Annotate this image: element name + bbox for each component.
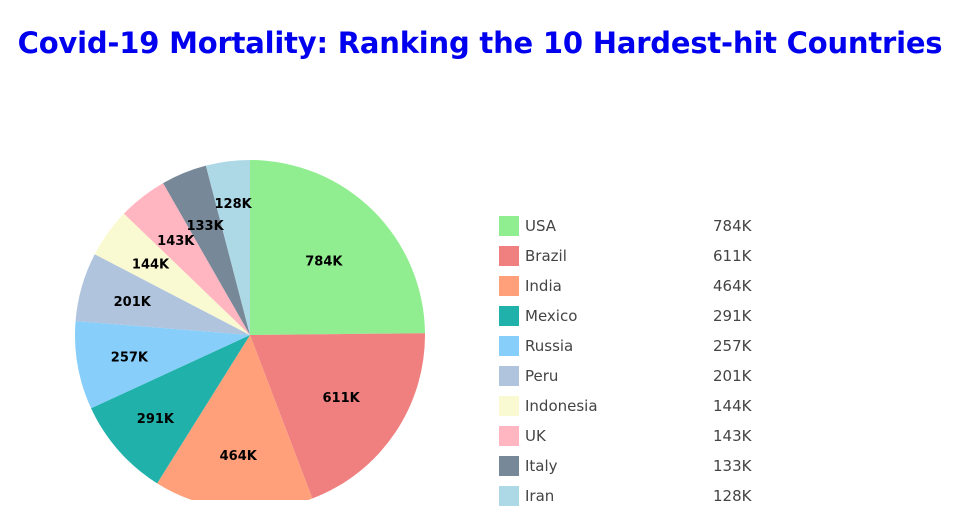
slice-label-italy: 133K bbox=[186, 219, 224, 234]
legend-swatch bbox=[499, 366, 519, 386]
pie-slice-indonesia[interactable] bbox=[94, 213, 250, 335]
slice-label-russia: 257K bbox=[111, 350, 149, 365]
legend-label: Brazil bbox=[525, 247, 567, 265]
legend-item-peru[interactable]: Peru 201K bbox=[499, 364, 759, 394]
slice-label-mexico: 291K bbox=[137, 412, 175, 427]
legend-item-indonesia[interactable]: Indonesia 144K bbox=[499, 394, 759, 424]
chart-title: Covid-19 Mortality: Ranking the 10 Harde… bbox=[17, 26, 943, 60]
legend-swatch bbox=[499, 486, 519, 506]
legend-item-italy[interactable]: Italy 133K bbox=[499, 454, 759, 484]
legend-swatch bbox=[499, 216, 519, 236]
legend-label: Peru bbox=[525, 367, 559, 385]
slice-label-india: 464K bbox=[220, 449, 258, 464]
legend-label: Iran bbox=[525, 487, 555, 505]
legend-label: USA bbox=[525, 217, 557, 235]
pie-slice-italy[interactable] bbox=[163, 165, 250, 335]
legend-label: Russia bbox=[525, 337, 574, 355]
legend-label: India bbox=[525, 277, 562, 295]
slice-label-brazil: 611K bbox=[322, 391, 360, 406]
legend-item-india[interactable]: India 464K bbox=[499, 274, 759, 304]
legend-label: UK bbox=[525, 427, 546, 445]
legend-swatch bbox=[499, 426, 519, 446]
pie-slice-brazil[interactable] bbox=[250, 333, 425, 499]
pie-slices bbox=[74, 160, 425, 500]
legend-item-uk[interactable]: UK 143K bbox=[499, 424, 759, 454]
legend-label: Italy bbox=[525, 457, 558, 475]
slice-label-peru: 201K bbox=[114, 295, 152, 310]
legend-item-mexico[interactable]: Mexico 291K bbox=[499, 304, 759, 334]
legend-value: 291K bbox=[713, 307, 752, 325]
slice-label-iran: 128K bbox=[214, 197, 252, 212]
legend-value: 784K bbox=[713, 217, 752, 235]
legend-item-brazil[interactable]: Brazil 611K bbox=[499, 244, 759, 274]
pie-slice-uk[interactable] bbox=[123, 183, 250, 335]
legend-value: 201K bbox=[713, 367, 752, 385]
legend-swatch bbox=[499, 306, 519, 326]
pie-slice-usa[interactable] bbox=[250, 160, 425, 335]
legend-value: 464K bbox=[713, 277, 752, 295]
slice-label-usa: 784K bbox=[305, 254, 343, 269]
pie-slice-russia[interactable] bbox=[74, 321, 250, 409]
legend-value: 128K bbox=[713, 487, 752, 505]
legend-swatch bbox=[499, 246, 519, 266]
legend-label: Indonesia bbox=[525, 397, 598, 415]
legend-item-usa[interactable]: USA 784K bbox=[499, 214, 759, 244]
slice-label-uk: 143K bbox=[157, 234, 195, 249]
legend-item-iran[interactable]: Iran 128K bbox=[499, 484, 759, 514]
legend-value: 143K bbox=[713, 427, 752, 445]
legend-swatch bbox=[499, 456, 519, 476]
legend-swatch bbox=[499, 336, 519, 356]
legend-label: Mexico bbox=[525, 307, 578, 325]
legend-swatch bbox=[499, 396, 519, 416]
legend: USA 784K Brazil 611K India 464K Mexico 291K Russ… bbox=[499, 214, 759, 514]
pie-slice-mexico[interactable] bbox=[91, 335, 251, 484]
legend-value: 257K bbox=[713, 337, 752, 355]
pie-slice-peru[interactable] bbox=[75, 254, 251, 335]
slice-label-indonesia: 144K bbox=[132, 258, 170, 273]
legend-item-russia[interactable]: Russia 257K bbox=[499, 334, 759, 364]
pie-slice-india[interactable] bbox=[157, 335, 313, 500]
legend-value: 133K bbox=[713, 457, 752, 475]
legend-value: 611K bbox=[713, 247, 752, 265]
legend-value: 144K bbox=[713, 397, 752, 415]
pie-slice-iran[interactable] bbox=[205, 160, 250, 335]
legend-swatch bbox=[499, 276, 519, 296]
